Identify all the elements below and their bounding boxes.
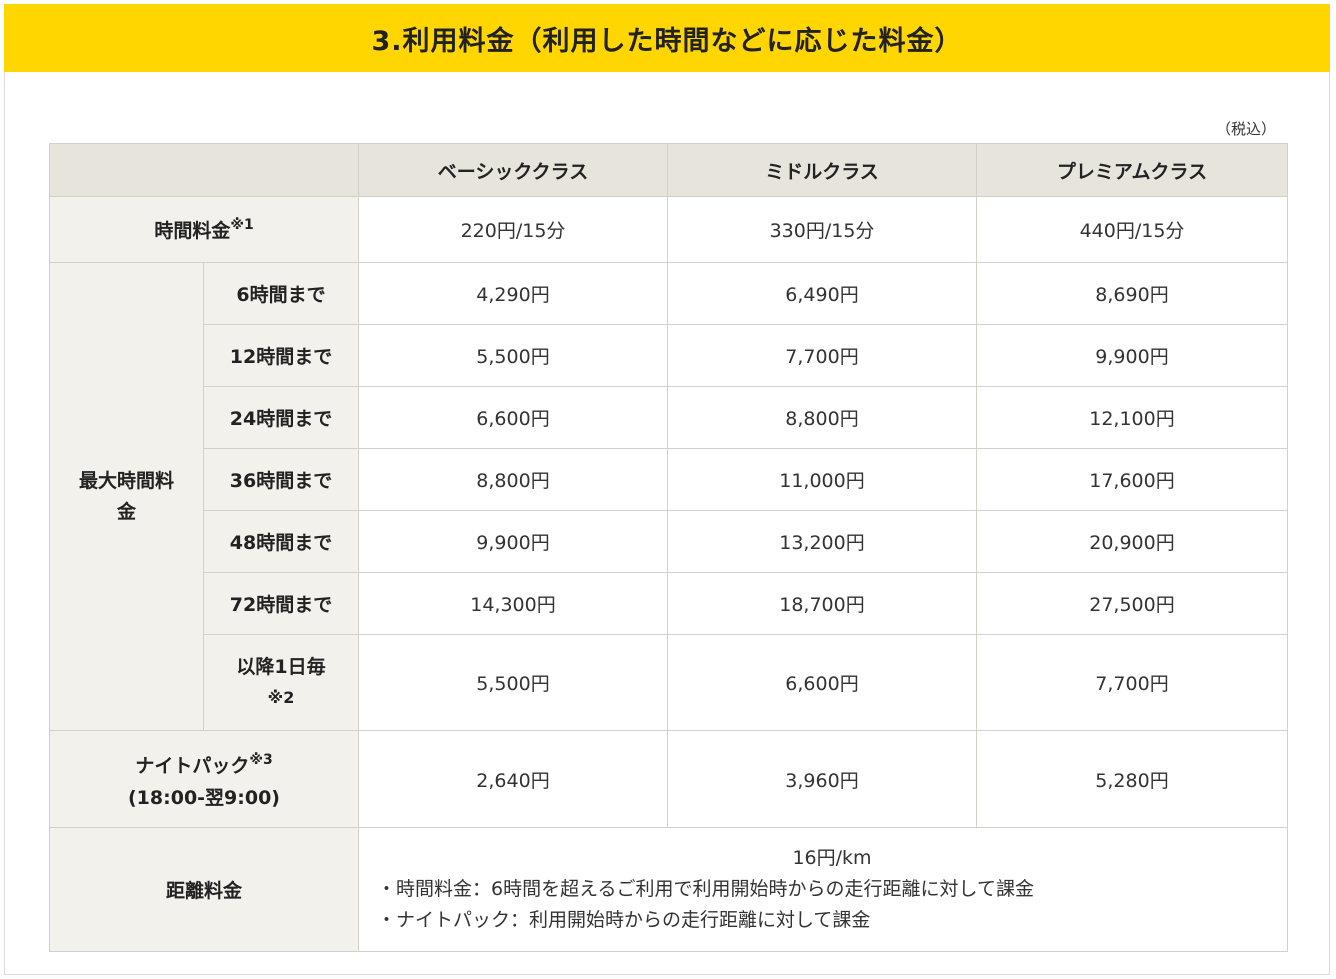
max-fee-basic: 14,300円 [358,572,668,635]
night-pack-note: ※3 [249,752,273,768]
max-fee-middle: 11,000円 [667,448,977,511]
max-fee-premium: 12,100円 [976,386,1288,449]
max-fee-label-cell: 最大時間料 金 [49,262,204,731]
tax-note: （税込） [1215,120,1276,138]
fee-table: ベーシッククラス ミドルクラス プレミアムクラス 時間料金※1 220円/15分… [49,143,1288,952]
table-row-max-48h: 48時間まで 9,900円 13,200円 20,900円 [50,510,1288,573]
max-fee-premium: 8,690円 [976,262,1288,325]
night-pack-hours: (18:00-翌9:00) [128,787,280,809]
header-premium-class: プレミアムクラス [976,143,1288,197]
night-pack-basic: 2,640円 [358,730,668,828]
table-row-time-fee: 時間料金※1 220円/15分 330円/15分 440円/15分 [49,196,1288,263]
section-header: 3.利用料金（利用した時間などに応じた料金） [4,4,1330,72]
max-fee-basic: 8,800円 [358,448,668,511]
max-fee-per-day-label: 以降1日毎 [236,656,326,678]
table-row-max-12h: 12時間まで 5,500円 7,700円 9,900円 [50,324,1288,387]
max-fee-premium: 7,700円 [976,634,1288,731]
section-title: 3.利用料金（利用した時間などに応じた料金） [371,25,963,57]
max-fee-basic: 9,900円 [358,510,668,573]
table-row-night-pack: ナイトパック※3 (18:00-翌9:00) 2,640円 3,960円 5,2… [49,730,1288,828]
night-pack-label: ナイトパック [135,755,250,777]
max-fee-middle: 13,200円 [667,510,977,573]
table-header-row: ベーシッククラス ミドルクラス プレミアムクラス [49,143,1288,197]
night-pack-middle: 3,960円 [667,730,977,828]
table-row-max-36h: 36時間まで 8,800円 11,000円 17,600円 [50,448,1288,511]
table-row-distance-fee: 距離料金 16円/km ・時間料金：6時間を超えるご利用で利用開始時からの走行距… [49,827,1288,952]
time-fee-premium: 440円/15分 [976,196,1288,263]
max-fee-basic: 5,500円 [358,324,668,387]
max-fee-row-label: 12時間まで [203,324,359,387]
time-fee-label-cell: 時間料金※1 [49,196,359,263]
max-fee-middle: 8,800円 [667,386,977,449]
table-row-max-6h: 最大時間料 金 6時間まで 4,290円 6,490円 8,690円 [49,262,1288,731]
table-row-max-72h: 72時間まで 14,300円 18,700円 27,500円 [50,572,1288,635]
time-fee-label: 時間料金 [154,220,231,242]
night-pack-premium: 5,280円 [976,730,1288,828]
night-pack-label-cell: ナイトパック※3 (18:00-翌9:00) [49,730,359,828]
max-fee-row-label-cell: 以降1日毎 ※2 [203,634,359,731]
max-fee-middle: 18,700円 [667,572,977,635]
distance-fee-value: 16円/km [792,847,872,869]
distance-fee-note: ・ナイトパック：利用開始時からの走行距離に対して課金 [377,909,871,931]
max-fee-premium: 9,900円 [976,324,1288,387]
table-row-max-24h: 24時間まで 6,600円 8,800円 12,100円 [50,386,1288,449]
header-basic-class: ベーシッククラス [358,143,668,197]
max-fee-premium: 17,600円 [976,448,1288,511]
header-empty-cell [49,143,359,197]
max-fee-row-label: 36時間まで [203,448,359,511]
table-row-max-per-day: 以降1日毎 ※2 5,500円 6,600円 7,700円 [50,634,1288,731]
max-fee-label-line1: 最大時間料 [78,469,174,492]
max-fee-row-label: 48時間まで [203,510,359,573]
max-fee-row-label: 72時間まで [203,572,359,635]
header-middle-class: ミドルクラス [667,143,977,197]
max-fee-middle: 6,490円 [667,262,977,325]
max-fee-per-day-note: ※2 [267,688,295,707]
distance-fee-cell: 16円/km ・時間料金：6時間を超えるご利用で利用開始時からの走行距離に対して… [358,827,1288,952]
max-fee-row-label: 24時間まで [203,386,359,449]
distance-fee-label: 距離料金 [49,827,359,952]
max-fee-basic: 6,600円 [358,386,668,449]
max-fee-label-line2: 金 [116,500,136,523]
max-fee-basic: 5,500円 [358,634,668,731]
distance-fee-note: ・時間料金：6時間を超えるご利用で利用開始時からの走行距離に対して課金 [377,878,1034,900]
max-fee-premium: 20,900円 [976,510,1288,573]
max-fee-premium: 27,500円 [976,572,1288,635]
time-fee-basic: 220円/15分 [358,196,668,263]
time-fee-middle: 330円/15分 [667,196,977,263]
max-fee-middle: 7,700円 [667,324,977,387]
max-fee-middle: 6,600円 [667,634,977,731]
max-fee-row-label: 6時間まで [203,262,359,325]
max-fee-basic: 4,290円 [358,262,668,325]
time-fee-note: ※1 [230,217,254,233]
